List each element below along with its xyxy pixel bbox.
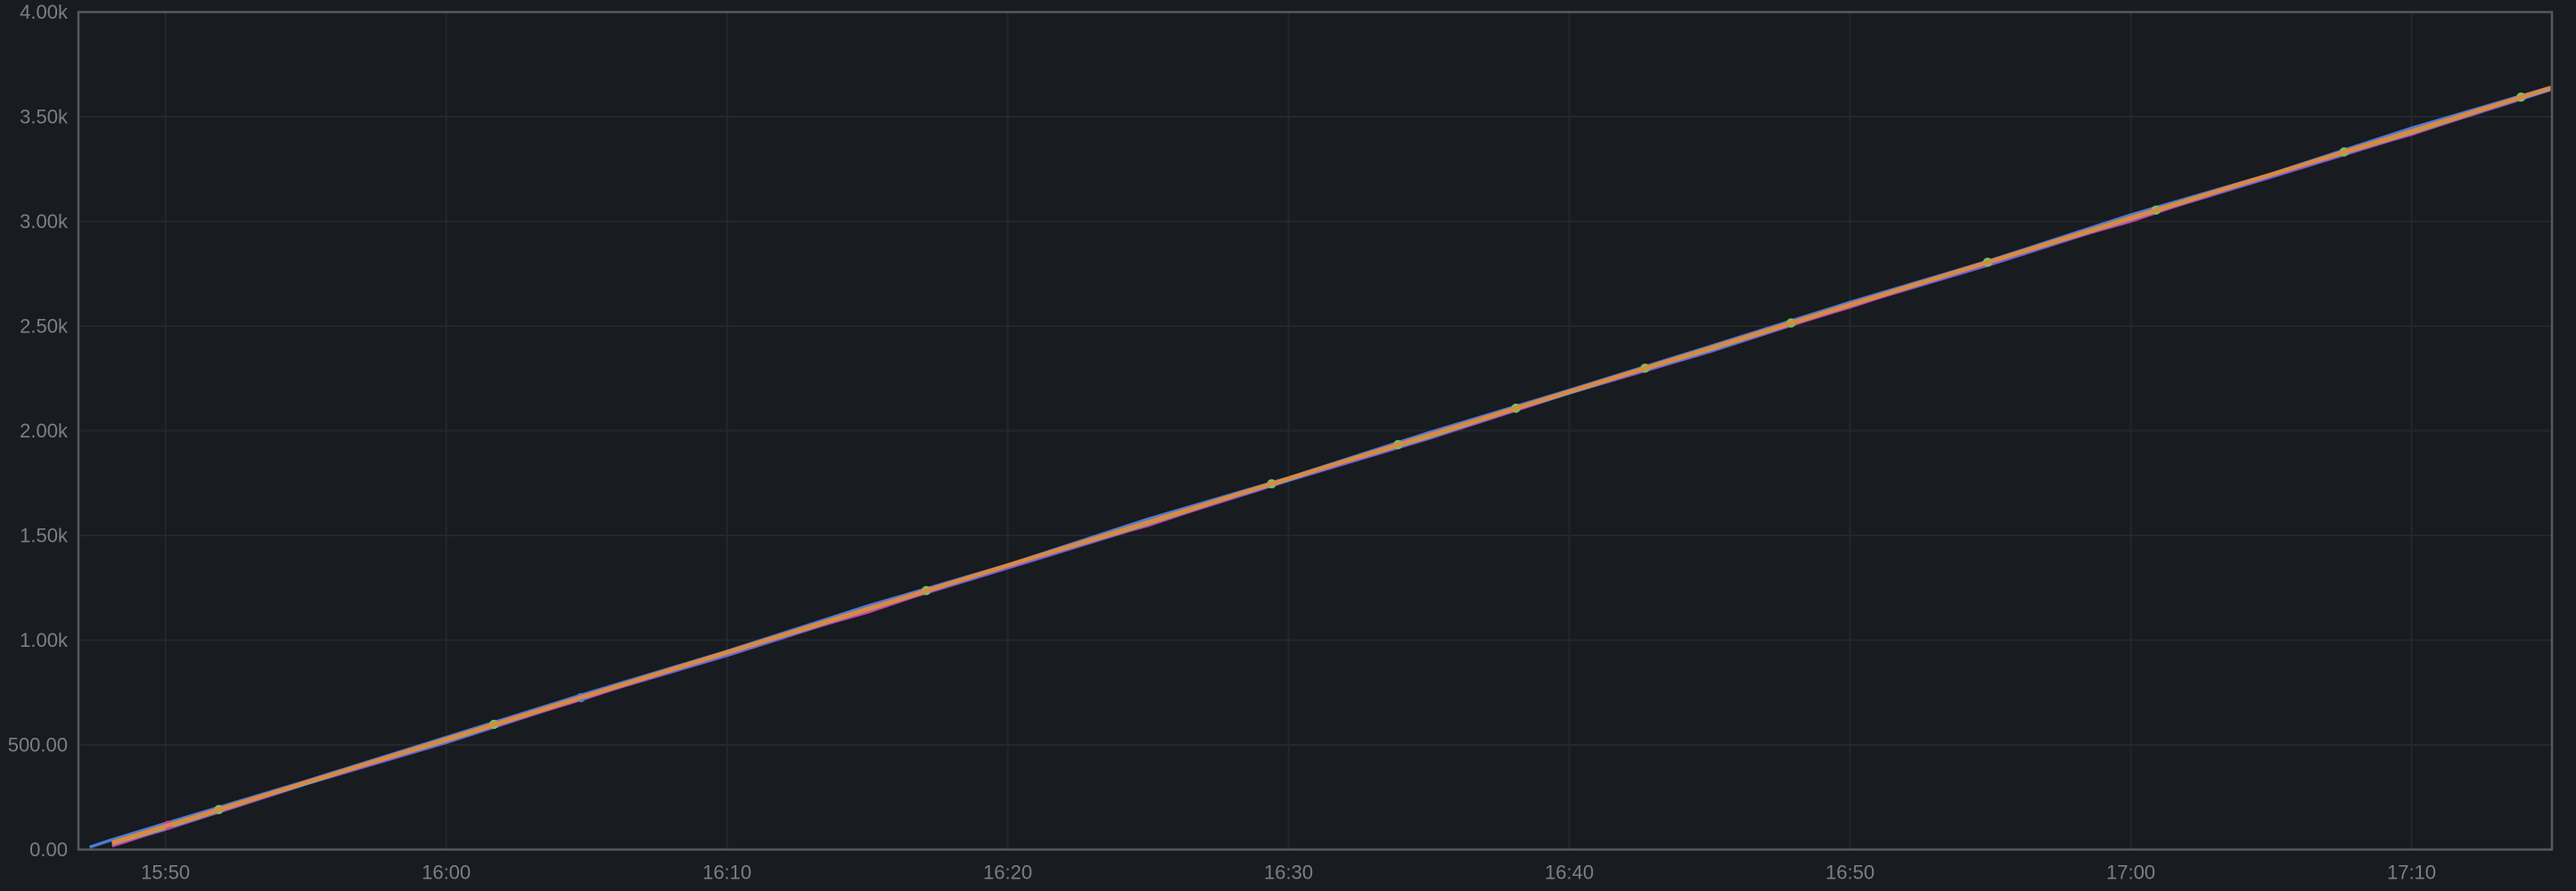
- y-tick-label: 4.00k: [20, 1, 69, 23]
- x-tick-label: 16:30: [1264, 862, 1313, 884]
- x-tick-label: 17:10: [2387, 862, 2436, 884]
- y-tick-label: 1.50k: [20, 525, 69, 547]
- x-tick-label: 15:50: [141, 862, 190, 884]
- x-tick-label: 16:40: [1545, 862, 1594, 884]
- y-tick-label: 1.00k: [20, 629, 69, 651]
- x-tick-label: 16:10: [702, 862, 751, 884]
- y-tick-label: 0.00: [29, 838, 68, 861]
- axis-border: [77, 11, 2554, 851]
- y-tick-label: 500.00: [8, 734, 68, 756]
- y-tick-label: 3.00k: [20, 210, 69, 233]
- y-tick-label: 2.50k: [20, 315, 69, 338]
- x-tick-label: 16:50: [1825, 862, 1875, 884]
- y-tick-label: 3.50k: [20, 106, 69, 128]
- x-tick-label: 16:00: [422, 862, 471, 884]
- x-tick-label: 17:00: [2106, 862, 2155, 884]
- series-line-orange: [111, 86, 2551, 845]
- y-tick-label: 2.00k: [20, 420, 69, 442]
- x-tick-label: 16:20: [983, 862, 1032, 884]
